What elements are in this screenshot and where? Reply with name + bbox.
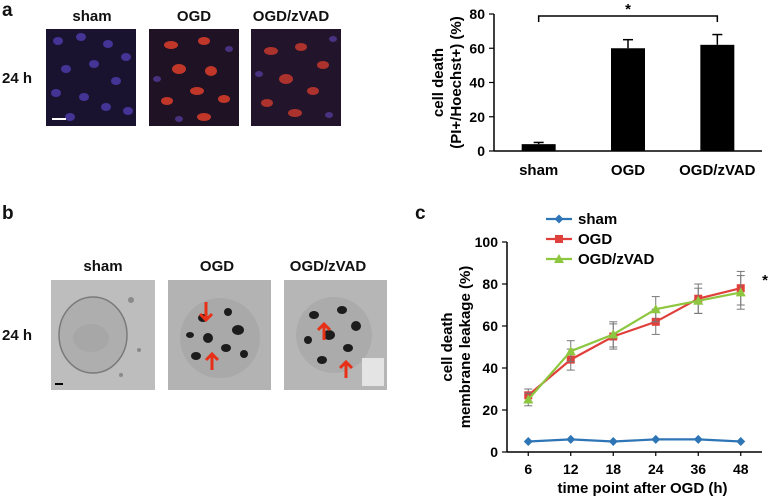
fluorescence-image-sham xyxy=(46,29,136,126)
panel-a-col-ogd: OGD xyxy=(176,8,212,25)
panel-a-col-ogd-zvad: OGD/zVAD xyxy=(252,8,330,25)
em-image-ogd-zvad xyxy=(284,280,387,390)
arrow-icon xyxy=(198,302,214,323)
arrow-icon xyxy=(338,359,354,378)
significance-bracket xyxy=(537,15,719,22)
em-image-ogd xyxy=(168,280,271,390)
panel-c-letter: c xyxy=(415,203,426,224)
fluorescence-image-ogd xyxy=(149,29,239,126)
significance-asterisk: * xyxy=(625,1,631,18)
arrow-icon xyxy=(316,321,332,340)
panel-a-row-label: 24 h xyxy=(2,70,33,87)
panel-b-row-label: 24 h xyxy=(2,327,33,344)
fluorescence-image-ogd-zvad xyxy=(251,29,341,126)
bar-y-tick-label: 60 xyxy=(469,40,485,56)
panel-b-col-sham: sham xyxy=(83,258,123,275)
panel-b-letter: b xyxy=(2,203,14,224)
bar-y-axis-label-line: (PI+/Hoechst+) (%) xyxy=(448,16,465,149)
bar-x-tick-label: OGD xyxy=(611,162,645,179)
bar-y-tick-label: 40 xyxy=(469,75,485,91)
em-image-sham xyxy=(51,280,155,390)
bar-y-axis-label: cell death(PI+/Hoechst+) (%) xyxy=(430,16,465,149)
bar-ogd-zvad xyxy=(700,44,735,152)
arrow-icon xyxy=(204,351,220,370)
panel-a-letter: a xyxy=(2,0,13,21)
panel-b-col-ogd-zvad: OGD/zVAD xyxy=(289,258,367,275)
panel-a-col-sham: sham xyxy=(72,8,112,25)
bar-y-axis-label-line: cell death xyxy=(430,48,447,117)
bar-y-tick-label: 20 xyxy=(469,109,485,125)
bar-x-tick-label: sham xyxy=(519,162,558,179)
bar-sham xyxy=(521,144,556,151)
bar-y-tick-label: 80 xyxy=(469,6,485,22)
panel-b-col-ogd: OGD xyxy=(199,258,235,275)
bar-y-tick-label: 0 xyxy=(477,143,485,159)
bar-x-tick-label: OGD/zVAD xyxy=(679,162,756,179)
bar-ogd xyxy=(611,48,645,151)
